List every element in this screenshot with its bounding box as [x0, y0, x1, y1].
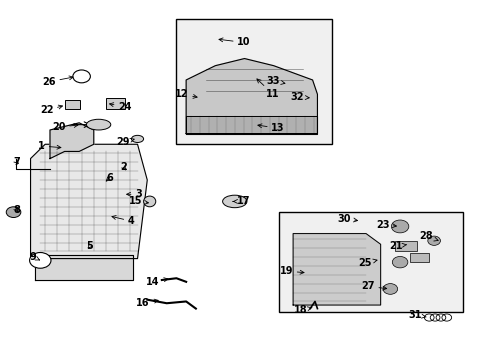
- Text: 32: 32: [290, 92, 308, 102]
- Text: 20: 20: [52, 122, 78, 132]
- Text: 9: 9: [30, 252, 40, 262]
- Text: 19: 19: [279, 266, 304, 276]
- Text: 18: 18: [293, 305, 311, 315]
- Text: 31: 31: [407, 310, 426, 320]
- Text: 3: 3: [126, 189, 142, 199]
- Bar: [106, 98, 125, 109]
- Bar: [176, 19, 331, 144]
- Text: 28: 28: [419, 231, 437, 242]
- Polygon shape: [50, 123, 94, 158]
- Text: 14: 14: [145, 277, 167, 287]
- Circle shape: [30, 252, 51, 268]
- Text: 2: 2: [120, 162, 127, 172]
- Text: 15: 15: [129, 197, 148, 206]
- Text: 13: 13: [257, 123, 284, 133]
- Text: 25: 25: [358, 258, 376, 268]
- Text: 1: 1: [39, 141, 61, 151]
- Text: 4: 4: [112, 216, 134, 226]
- Text: 23: 23: [375, 220, 396, 230]
- Bar: [64, 100, 80, 109]
- Circle shape: [6, 207, 21, 217]
- Circle shape: [73, 70, 90, 83]
- Text: 26: 26: [42, 76, 73, 87]
- Text: 27: 27: [361, 282, 386, 292]
- Text: 17: 17: [232, 197, 250, 206]
- Text: 21: 21: [388, 241, 406, 251]
- Text: 6: 6: [106, 173, 112, 183]
- Polygon shape: [30, 144, 147, 258]
- Circle shape: [382, 284, 397, 294]
- Circle shape: [390, 220, 408, 233]
- Circle shape: [391, 256, 407, 268]
- Polygon shape: [186, 59, 317, 134]
- Text: 7: 7: [14, 157, 20, 167]
- Polygon shape: [292, 234, 380, 305]
- Circle shape: [427, 236, 440, 246]
- Bar: [278, 212, 462, 312]
- Text: 11: 11: [256, 79, 279, 99]
- Bar: [394, 241, 416, 251]
- Ellipse shape: [86, 119, 111, 130]
- Text: 29: 29: [116, 138, 134, 148]
- Polygon shape: [35, 255, 132, 280]
- Text: 16: 16: [136, 298, 158, 308]
- Text: 24: 24: [109, 102, 131, 112]
- Text: 8: 8: [14, 205, 20, 215]
- Text: 33: 33: [265, 76, 285, 86]
- Text: 30: 30: [336, 213, 357, 224]
- Ellipse shape: [222, 195, 246, 208]
- Text: 5: 5: [86, 241, 93, 251]
- Polygon shape: [186, 116, 317, 134]
- Text: 10: 10: [219, 37, 250, 48]
- Bar: [409, 253, 428, 262]
- Ellipse shape: [131, 135, 143, 143]
- Text: 22: 22: [40, 105, 62, 115]
- Text: 12: 12: [175, 89, 197, 99]
- Ellipse shape: [143, 196, 156, 207]
